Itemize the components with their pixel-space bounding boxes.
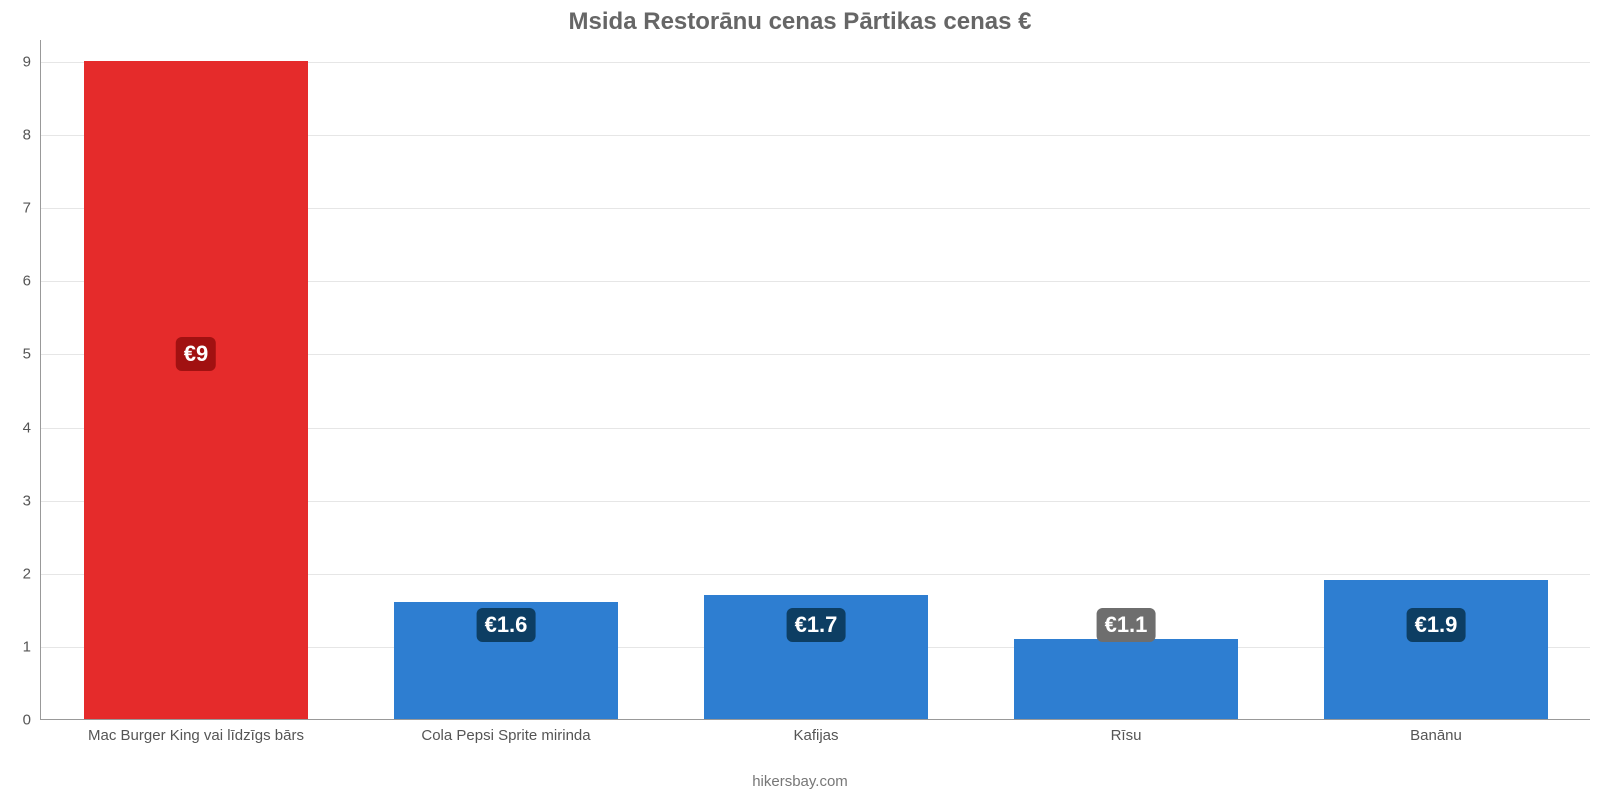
chart-title: Msida Restorānu cenas Pārtikas cenas € bbox=[0, 8, 1600, 36]
bar-value-badge: €1.6 bbox=[477, 608, 536, 642]
bar-value-badge: €9 bbox=[176, 337, 216, 371]
y-tick-label: 7 bbox=[23, 200, 41, 217]
y-tick-label: 2 bbox=[23, 565, 41, 582]
bar-value-badge: €1.9 bbox=[1407, 608, 1466, 642]
y-tick-label: 1 bbox=[23, 638, 41, 655]
y-tick-label: 5 bbox=[23, 346, 41, 363]
y-tick-label: 3 bbox=[23, 492, 41, 509]
chart-plot-area: 0123456789€9Mac Burger King vai līdzīgs … bbox=[40, 40, 1590, 720]
x-tick-label: Mac Burger King vai līdzīgs bārs bbox=[88, 719, 304, 744]
bar bbox=[1324, 580, 1547, 719]
y-tick-label: 4 bbox=[23, 419, 41, 436]
bar-value-badge: €1.7 bbox=[787, 608, 846, 642]
chart-credit: hikersbay.com bbox=[0, 773, 1600, 790]
y-tick-label: 6 bbox=[23, 273, 41, 290]
y-tick-label: 8 bbox=[23, 127, 41, 144]
x-tick-label: Cola Pepsi Sprite mirinda bbox=[421, 719, 590, 744]
bar bbox=[84, 61, 307, 719]
y-tick-label: 9 bbox=[23, 53, 41, 70]
x-tick-label: Kafijas bbox=[793, 719, 838, 744]
x-tick-label: Rīsu bbox=[1111, 719, 1142, 744]
bar bbox=[1014, 639, 1237, 719]
x-tick-label: Banānu bbox=[1410, 719, 1462, 744]
price-bar-chart: Msida Restorānu cenas Pārtikas cenas € 0… bbox=[0, 0, 1600, 800]
y-tick-label: 0 bbox=[23, 712, 41, 729]
bar-value-badge: €1.1 bbox=[1097, 608, 1156, 642]
